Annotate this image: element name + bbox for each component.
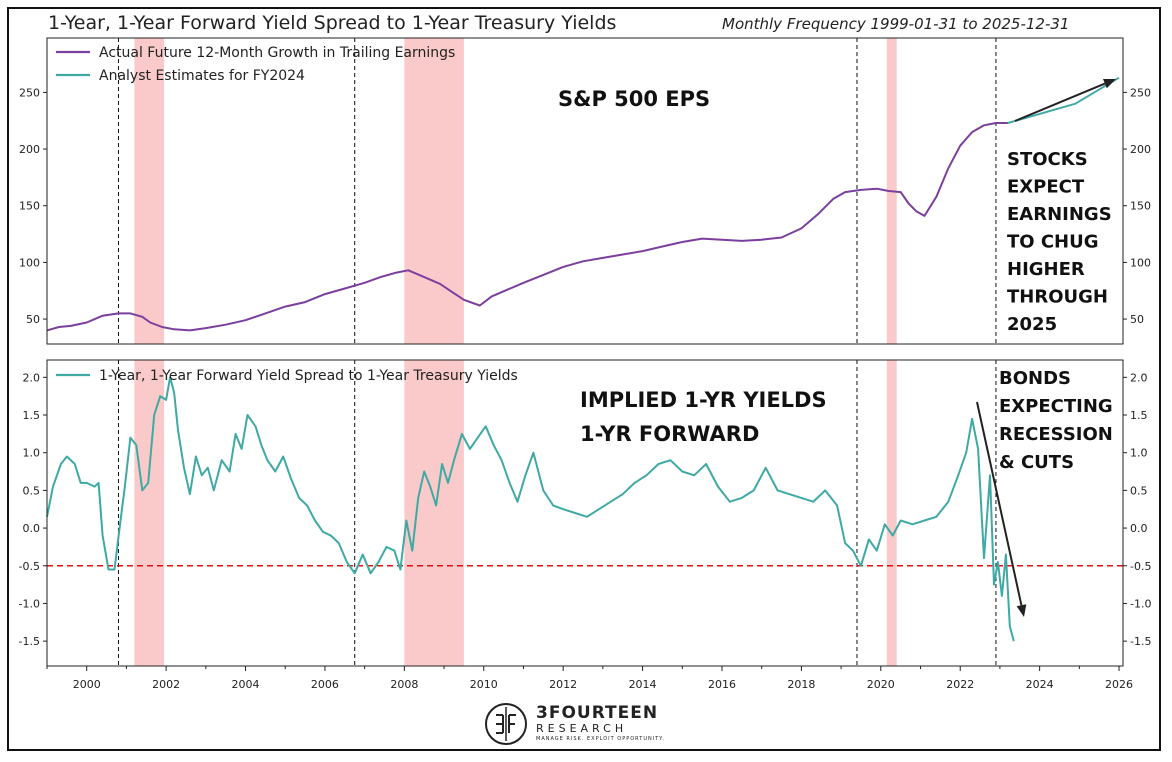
annotation-0-3: EARNINGS: [1007, 204, 1112, 225]
legend-label-0-0: Actual Future 12-Month Growth in Trailin…: [99, 45, 455, 61]
annotation-1-1: 1-YR FORWARD: [580, 422, 759, 446]
ytick-left-label-1-2: -0.5: [19, 560, 40, 573]
ytick-right-label-1-2: -0.5: [1130, 560, 1151, 573]
xtick-label-3: 2006: [311, 678, 339, 691]
xtick-label-4: 2008: [390, 678, 418, 691]
logo-tagline: MANAGE RISK. EXPLOIT OPPORTUNITY.: [536, 736, 665, 742]
xtick-label-7: 2014: [629, 678, 657, 691]
xtick-label-9: 2018: [787, 678, 815, 691]
ytick-left-label-1-5: 1.0: [23, 447, 41, 460]
xtick-label-6: 2012: [549, 678, 577, 691]
annotation-arrow-1: [976, 401, 1023, 606]
recession-band-0-1: [404, 38, 464, 344]
recession-band-1-0: [134, 360, 165, 666]
xtick-label-1: 2002: [152, 678, 180, 691]
annotation-1-2: BONDS: [999, 368, 1071, 389]
ytick-left-label-1-0: -1.5: [19, 635, 40, 648]
ytick-right-label-1-5: 1.0: [1130, 447, 1148, 460]
annotation-0-1: STOCKS: [1007, 149, 1088, 170]
xtick-label-13: 2026: [1105, 678, 1133, 691]
ytick-left-label-0-4: 250: [19, 86, 40, 99]
ytick-right-label-0-4: 250: [1130, 86, 1151, 99]
ytick-left-label-0-1: 100: [19, 256, 40, 269]
plot-area-1: [46, 359, 1124, 667]
ytick-left-label-0-3: 200: [19, 143, 40, 156]
legend-label-1-0: 1-Year, 1-Year Forward Yield Spread to 1…: [99, 368, 518, 384]
annotation-arrow-0: [1014, 82, 1106, 122]
ytick-right-label-1-6: 1.5: [1130, 409, 1148, 422]
annotation-1-0: IMPLIED 1-YR YIELDS: [580, 388, 827, 412]
annotation-0-2: EXPECT: [1007, 177, 1085, 198]
xtick-label-2: 2004: [232, 678, 260, 691]
series-line-0-0: [46, 122, 1008, 332]
xtick-label-12: 2024: [1026, 678, 1054, 691]
chart-subtitle: Monthly Frequency 1999-01-31 to 2025-12-…: [722, 15, 1070, 33]
legend-label-0-1: Analyst Estimates for FY2024: [99, 68, 305, 84]
logo-mark-icon: [485, 703, 527, 745]
ytick-right-label-0-1: 100: [1130, 256, 1151, 269]
annotation-arrowhead-1: [1016, 604, 1027, 617]
ytick-left-label-1-1: -1.0: [19, 597, 40, 610]
annotation-arrowhead-0: [1103, 79, 1116, 89]
xtick-label-10: 2020: [867, 678, 895, 691]
recession-band-1-2: [886, 360, 897, 666]
xtick-label-0: 2000: [73, 678, 101, 691]
annotation-0-6: THROUGH: [1007, 287, 1108, 308]
series-line-0-1: [1007, 76, 1120, 124]
xtick-label-11: 2022: [946, 678, 974, 691]
ytick-right-label-1-1: -1.0: [1130, 597, 1151, 610]
ytick-right-label-1-0: -1.5: [1130, 635, 1151, 648]
annotation-0-5: HIGHER: [1007, 259, 1085, 280]
annotation-0-4: TO CHUG: [1007, 232, 1099, 253]
ytick-right-label-0-0: 50: [1130, 313, 1144, 326]
xtick-label-5: 2010: [470, 678, 498, 691]
ytick-right-label-1-3: 0.0: [1130, 522, 1148, 535]
ytick-left-label-0-2: 150: [19, 200, 40, 213]
plot-area-0: [46, 37, 1124, 345]
brand-logo: 3FOURTEEN RESEARCH MANAGE RISK. EXPLOIT …: [484, 702, 664, 746]
ytick-left-label-1-6: 1.5: [23, 409, 41, 422]
ytick-left-label-1-4: 0.5: [23, 484, 41, 497]
ytick-right-label-0-3: 200: [1130, 143, 1151, 156]
annotation-1-4: RECESSION: [999, 424, 1113, 445]
ytick-right-label-1-7: 2.0: [1130, 371, 1148, 384]
xtick-label-8: 2016: [708, 678, 736, 691]
recession-band-0-0: [134, 38, 165, 344]
annotation-0-0: S&P 500 EPS: [558, 87, 710, 111]
ytick-left-label-1-7: 2.0: [23, 371, 41, 384]
chart-frame: [7, 7, 1161, 751]
chart-title: 1-Year, 1-Year Forward Yield Spread to 1…: [48, 12, 617, 34]
ytick-left-label-0-0: 50: [26, 313, 40, 326]
recession-band-1-1: [404, 360, 464, 666]
ytick-right-label-1-4: 0.5: [1130, 484, 1148, 497]
annotation-0-7: 2025: [1007, 314, 1057, 335]
ytick-right-label-0-2: 150: [1130, 200, 1151, 213]
logo-subtitle: RESEARCH: [536, 722, 628, 735]
series-line-1-0: [46, 376, 1015, 642]
annotation-1-3: EXPECTING: [999, 396, 1113, 417]
annotation-1-5: & CUTS: [999, 452, 1074, 473]
logo-name: 3FOURTEEN: [536, 703, 659, 723]
ytick-left-label-1-3: 0.0: [23, 522, 41, 535]
